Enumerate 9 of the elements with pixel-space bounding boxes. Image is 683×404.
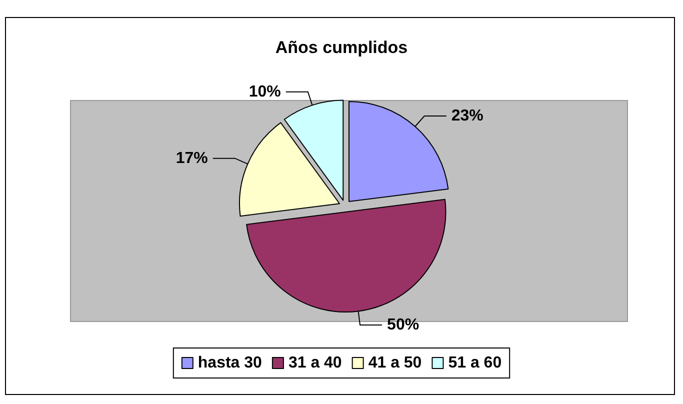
data-label: 17%: [176, 150, 208, 167]
legend-label: 41 a 50: [368, 354, 422, 372]
legend-label: 31 a 40: [288, 354, 342, 372]
data-label: 50%: [387, 316, 420, 334]
data-label: 23%: [451, 107, 484, 124]
legend-label: 51 a 60: [448, 354, 502, 372]
data-label: 10%: [248, 83, 281, 100]
chart-title: Años cumplidos: [275, 38, 408, 57]
legend-label: hasta 30: [198, 354, 262, 372]
